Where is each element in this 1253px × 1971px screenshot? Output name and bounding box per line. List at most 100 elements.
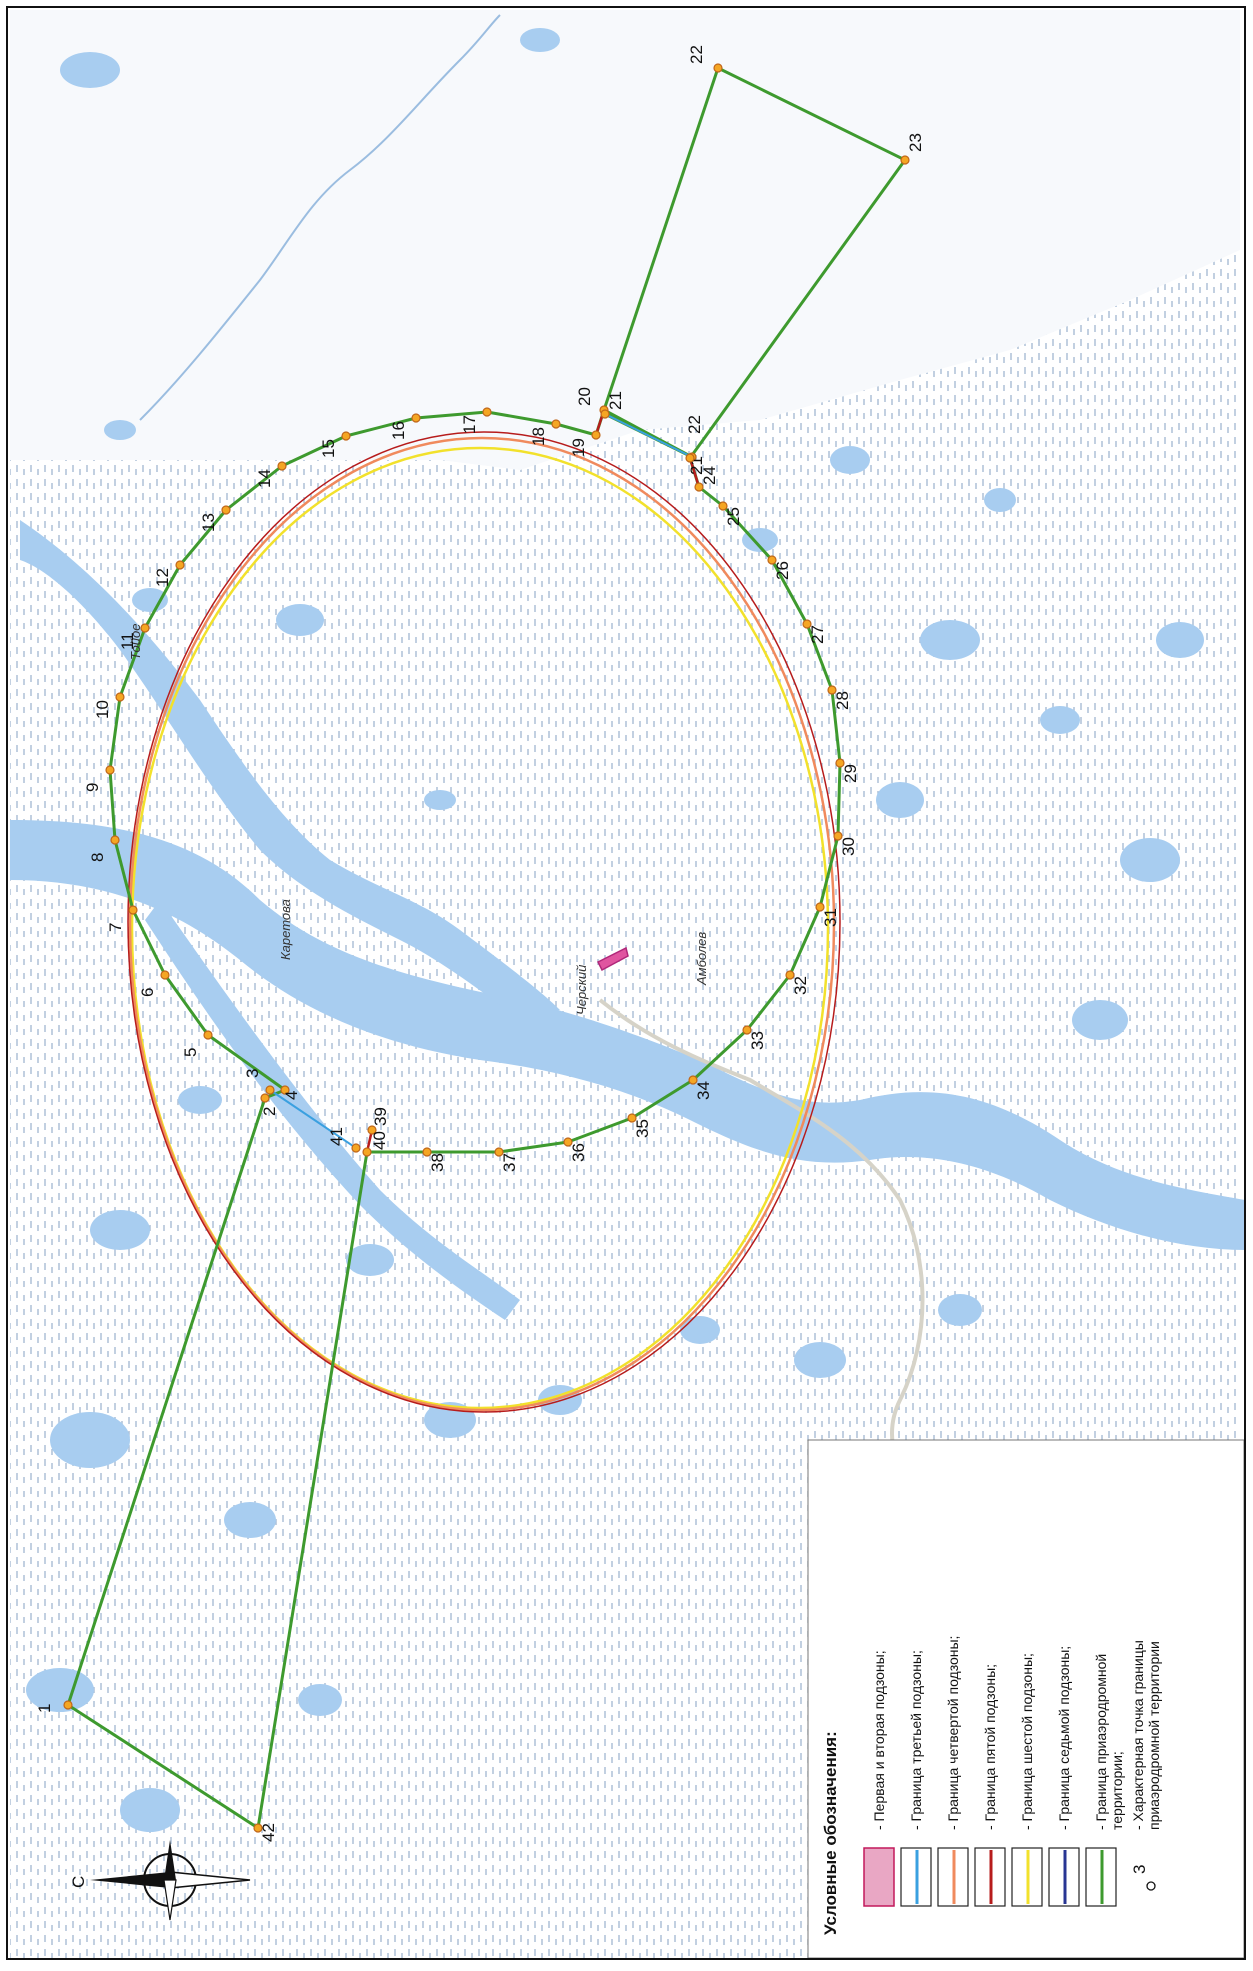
point-label-15: 15 [319, 439, 338, 458]
characteristic-point-21 [600, 409, 610, 419]
legend-item-label: - Граница пятой подзоны; [982, 1664, 998, 1830]
legend-item-6: - Граница седьмой подзоны; [1048, 1646, 1080, 1907]
legend-item-7: - Граница приаэродромной территории; [1085, 1654, 1125, 1907]
point-label-10: 10 [93, 700, 112, 719]
characteristic-point-30 [833, 831, 843, 841]
place-label-chersky: Черский [574, 965, 589, 1015]
point-label-22: 22 [687, 45, 706, 64]
place-labels: Черский Каретова Тойое Амболев [128, 624, 709, 1015]
point-label-5: 5 [181, 1048, 200, 1057]
point-label-32: 32 [791, 976, 810, 995]
point-label-8: 8 [88, 853, 107, 862]
characteristic-point-32 [785, 970, 795, 980]
characteristic-point-28 [827, 685, 837, 695]
characteristic-point-8 [110, 835, 120, 845]
characteristic-point-33 [742, 1025, 752, 1035]
place-label-tohoe: Тойое [128, 624, 143, 660]
point-label-38: 38 [428, 1153, 447, 1172]
characteristic-point-1 [63, 1700, 73, 1710]
legend-item-4: - Граница пятой подзоны; [974, 1664, 1006, 1907]
characteristic-point-10 [115, 692, 125, 702]
point-label-7: 7 [106, 923, 125, 932]
point-label-13: 13 [199, 513, 218, 532]
point-label-28: 28 [833, 691, 852, 710]
characteristic-point-16 [411, 413, 421, 423]
characteristic-point-9 [105, 765, 115, 775]
point-label-20: 20 [575, 387, 594, 406]
characteristic-point-26 [767, 555, 777, 565]
legend-box: Условные обозначения: - Первая и вторая … [807, 1439, 1245, 1959]
point-label-25: 25 [724, 507, 743, 526]
legend-item-5: - Граница шестой подзоны; [1011, 1653, 1043, 1907]
characteristic-point-41 [351, 1143, 361, 1153]
legend-swatch [863, 1847, 895, 1907]
legend-point-sample-label: 3 [1130, 1865, 1149, 1874]
legend-item-3: - Граница четвертой подзоны; [937, 1636, 969, 1907]
airport-marker [596, 946, 629, 972]
characteristic-point-40 [362, 1147, 372, 1157]
fifth-subzone-link-se [688, 457, 701, 488]
fourth-subzone-boundary [128, 436, 836, 1412]
characteristic-point-6 [160, 970, 170, 980]
point-label-6: 6 [138, 988, 157, 997]
point-label-4: 4 [282, 1091, 301, 1100]
characteristic-point-34 [688, 1075, 698, 1085]
place-label-karetova: Каретова [278, 899, 293, 960]
characteristic-point-24 [694, 482, 704, 492]
characteristic-point-2 [260, 1093, 270, 1103]
characteristic-point-3 [265, 1085, 275, 1095]
point-label-42: 42 [259, 1823, 278, 1842]
legend-item-2: - Граница третьей подзоны; [900, 1650, 932, 1907]
characteristic-point-15 [341, 431, 351, 441]
point-label-41: 41 [327, 1127, 346, 1146]
point-label-34: 34 [694, 1081, 713, 1100]
upland-area [10, 10, 1240, 470]
sixth-subzone-boundary [130, 446, 830, 1410]
point-label-2: 2 [260, 1107, 279, 1116]
characteristic-point-39 [367, 1125, 377, 1135]
point-label-27: 27 [808, 625, 827, 644]
lakes [26, 28, 1206, 1832]
point-label-23: 23 [906, 133, 925, 152]
characteristic-point-7 [128, 905, 138, 915]
characteristic-point-22 [685, 453, 695, 463]
characteristic-point-23 [900, 155, 910, 165]
legend-item-label-cont: территории; [1109, 1751, 1125, 1830]
point-label-19: 19 [569, 438, 588, 457]
point-label-1: 1 [35, 1704, 54, 1713]
stream-upper [139, 14, 501, 421]
point-label-14: 14 [255, 469, 274, 488]
characteristic-point-36 [563, 1137, 573, 1147]
third-subzone-boundary-west [269, 1089, 357, 1149]
characteristic-point-17 [482, 407, 492, 417]
point-label-22: 22 [685, 415, 704, 434]
characteristic-point-18 [551, 419, 561, 429]
zone-boundaries [127, 431, 841, 1413]
characteristic-point-31 [815, 902, 825, 912]
point-label-40: 40 [370, 1131, 389, 1150]
fifth-subzone-boundary [127, 431, 841, 1413]
characteristic-point-27 [802, 619, 812, 629]
legend-item-label: - Граница шестой подзоны; [1019, 1653, 1035, 1830]
legend-item-label: - Граница четвертой подзоны; [945, 1636, 961, 1830]
place-label-ambolikha: Амболев [694, 932, 709, 986]
point-label-26: 26 [773, 561, 792, 580]
characteristic-point-42 [253, 1823, 263, 1833]
legend-item-label: - Граница седьмой подзоны; [1056, 1646, 1072, 1830]
river-upper-branch [20, 520, 560, 1020]
river-lower-branch [145, 900, 520, 1320]
point-label-30: 30 [839, 837, 858, 856]
characteristic-point-11 [140, 623, 150, 633]
characteristic-point-4 [280, 1085, 290, 1095]
legend-item-label: - Характерная точка границы [1130, 1640, 1146, 1830]
legend-item-label: - Граница третьей подзоны; [908, 1650, 924, 1830]
road [598, 998, 932, 1522]
legend-item-label-cont: приаэродромной территории [1146, 1641, 1162, 1830]
legend-item-label: - Первая и вторая подзоны; [871, 1650, 887, 1830]
third-subzone-boundary-east [604, 413, 693, 458]
point-label-18: 18 [529, 427, 548, 446]
point-label-16: 16 [389, 421, 408, 440]
point-label-33: 33 [748, 1031, 767, 1050]
